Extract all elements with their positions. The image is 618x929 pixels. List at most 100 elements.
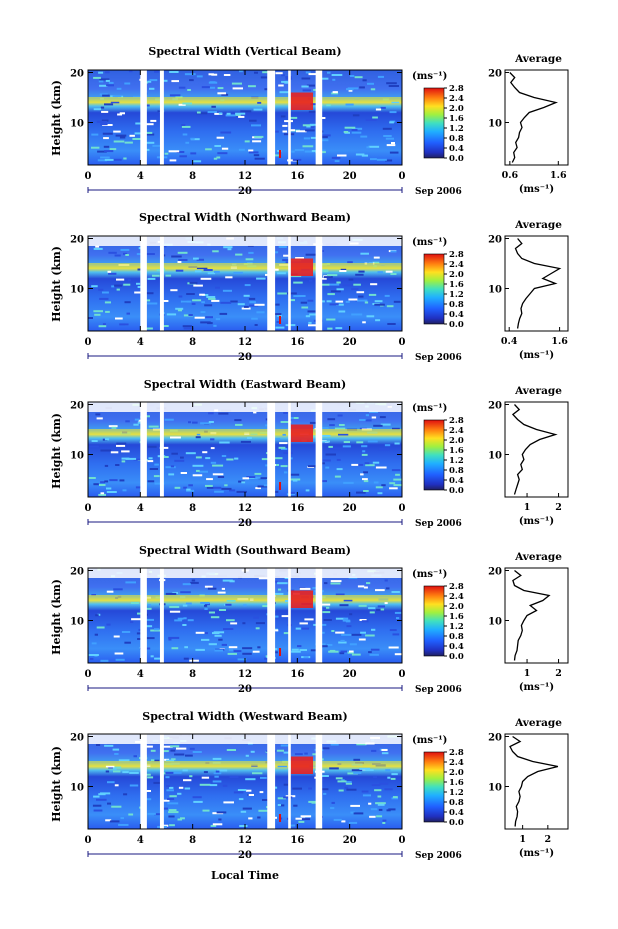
speckle xyxy=(251,317,258,320)
speckle xyxy=(297,645,302,648)
speckle xyxy=(258,577,269,580)
colorbar-tick-label: 0.8 xyxy=(449,466,464,476)
speckle xyxy=(278,446,286,449)
speckle xyxy=(364,301,369,304)
speckle xyxy=(356,491,366,494)
speckle xyxy=(219,441,230,444)
speckle xyxy=(335,300,344,303)
speckle xyxy=(221,487,232,490)
speckle xyxy=(229,489,236,492)
speckle xyxy=(177,261,182,263)
speckle xyxy=(339,604,349,607)
speckle xyxy=(177,617,184,620)
speckle xyxy=(372,261,380,264)
speckle xyxy=(110,158,122,161)
speckle xyxy=(254,472,262,475)
speckle xyxy=(169,71,179,73)
speckle xyxy=(359,86,365,89)
data-gap xyxy=(140,402,147,497)
speckle xyxy=(187,619,194,622)
speckle xyxy=(218,818,222,821)
speckle xyxy=(304,150,315,153)
speckle xyxy=(356,441,364,444)
speckle xyxy=(184,73,196,76)
speckle xyxy=(241,481,246,484)
speckle xyxy=(217,476,225,478)
speckle xyxy=(106,84,114,87)
colorbar-tick-label: 0.8 xyxy=(449,300,464,310)
speckle xyxy=(194,270,202,273)
speckle xyxy=(104,150,114,153)
speckle xyxy=(240,440,251,443)
speckle xyxy=(234,457,239,460)
speckle xyxy=(222,579,233,582)
marker xyxy=(279,316,282,324)
speckle xyxy=(377,803,385,806)
speckle xyxy=(357,585,365,588)
speckle xyxy=(96,417,103,420)
speckle xyxy=(222,784,228,787)
speckle xyxy=(178,259,188,261)
speckle xyxy=(177,309,182,312)
speckle xyxy=(115,134,127,137)
speckle xyxy=(381,752,389,755)
speckle xyxy=(166,313,177,316)
speckle xyxy=(378,808,383,811)
speckle xyxy=(95,413,101,416)
speckle xyxy=(376,158,387,161)
speckle xyxy=(385,769,391,772)
colorbar-tick-label: 2.0 xyxy=(449,436,464,446)
speckle xyxy=(120,817,124,820)
x-tick-label: 16 xyxy=(290,503,304,514)
speckle xyxy=(102,291,109,294)
y-tick-label: 10 xyxy=(70,451,84,462)
speckle xyxy=(270,313,282,316)
x-tick-label: 16 xyxy=(290,835,304,846)
speckle xyxy=(121,460,126,463)
speckle xyxy=(355,273,364,276)
speckle xyxy=(374,303,385,306)
speckle xyxy=(295,257,304,259)
speckle xyxy=(89,445,99,448)
speckle xyxy=(170,749,176,752)
speckle xyxy=(349,643,357,646)
speckle xyxy=(93,809,103,812)
speckle xyxy=(119,479,125,482)
speckle xyxy=(200,321,211,324)
speckle xyxy=(212,757,222,760)
speckle xyxy=(285,261,291,264)
speckle xyxy=(213,772,222,775)
average-line xyxy=(509,72,559,163)
speckle xyxy=(182,102,192,105)
speckle xyxy=(130,602,139,604)
speckle xyxy=(223,801,234,804)
speckle xyxy=(214,270,220,273)
colorbar-tick-label: 0.8 xyxy=(449,134,464,144)
colorbar-tick-label: 2.0 xyxy=(449,270,464,280)
speckle xyxy=(284,81,289,84)
speckle xyxy=(214,634,222,637)
speckle xyxy=(358,638,366,641)
speckle xyxy=(323,619,332,621)
speckle xyxy=(106,491,117,493)
colorbar-tick-label: 2.0 xyxy=(449,104,464,114)
speckle xyxy=(349,75,355,77)
speckle xyxy=(391,142,395,144)
speckle xyxy=(362,321,366,324)
y-axis-label: Height (km) xyxy=(50,579,63,655)
speckle xyxy=(364,462,370,465)
speckle xyxy=(189,747,195,750)
speckle xyxy=(332,78,336,81)
speckle xyxy=(348,821,358,824)
speckle xyxy=(228,646,238,649)
speckle xyxy=(209,86,216,89)
speckle xyxy=(242,807,252,810)
speckle xyxy=(242,477,249,480)
speckle xyxy=(205,457,211,460)
speckle xyxy=(93,483,99,486)
speckle xyxy=(210,616,220,619)
speckle xyxy=(208,643,217,646)
colorbar-tick-label: 1.2 xyxy=(449,788,464,798)
speckle xyxy=(163,300,169,302)
speckle xyxy=(290,417,294,419)
